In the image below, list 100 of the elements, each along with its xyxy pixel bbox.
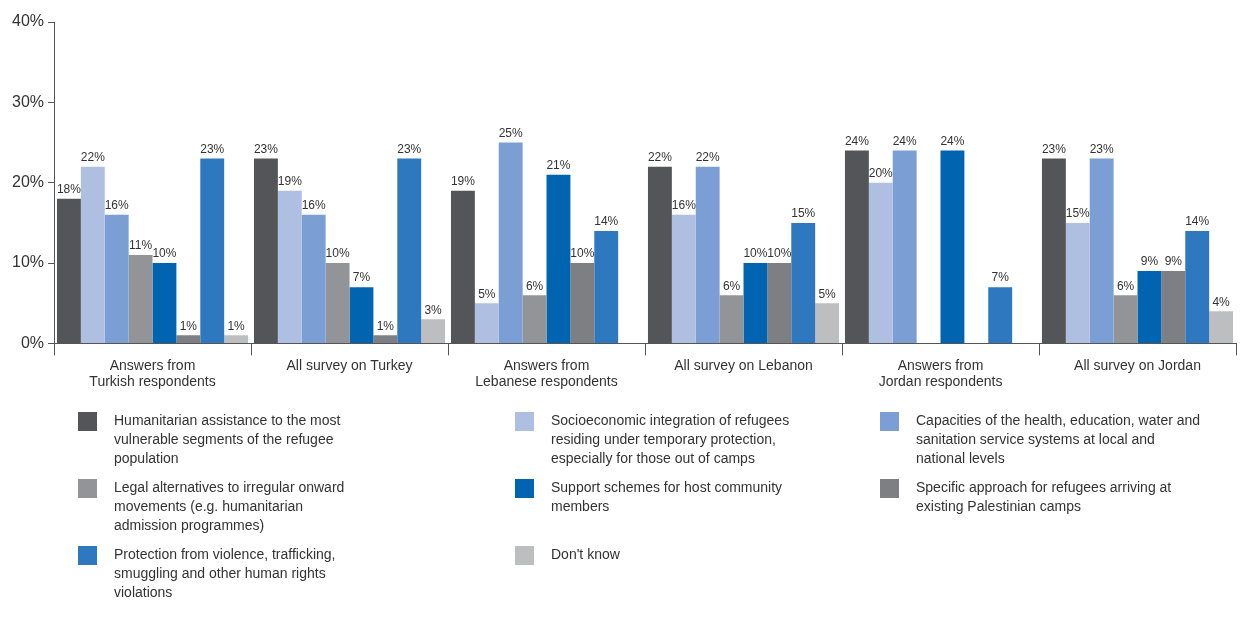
- data-label: 24%: [892, 133, 918, 148]
- bar: [397, 158, 422, 343]
- bar: [1089, 158, 1114, 343]
- data-label: 3%: [424, 302, 443, 317]
- data-label: 22%: [695, 149, 721, 164]
- data-label: 24%: [940, 133, 965, 148]
- legend-label: Capacities of the health, education, water and sanitation service systems at local and national levels: [916, 411, 1202, 468]
- bar: [1137, 271, 1162, 343]
- data-label: 18%: [56, 182, 82, 197]
- bar: [224, 335, 249, 343]
- bar: [791, 222, 816, 343]
- bar: [421, 319, 446, 343]
- data-label: 7%: [352, 270, 371, 285]
- data-label: 16%: [301, 198, 327, 213]
- legend-label: Humanitarian assistance to the most vulnerable segments of the refugee population: [114, 411, 342, 468]
- data-label: 19%: [277, 174, 303, 189]
- data-label: 22%: [80, 149, 106, 164]
- x-tick-label: Answers from Jordan respondents: [878, 356, 1003, 390]
- y-tick-label: 40%: [11, 12, 45, 30]
- data-label: 7%: [991, 270, 1010, 285]
- data-label: 19%: [450, 174, 476, 189]
- bar: [940, 150, 965, 343]
- bar: [277, 190, 302, 343]
- bar: [594, 230, 619, 343]
- y-tick-label: 30%: [11, 92, 45, 110]
- x-tick-label: All survey on Turkey: [286, 356, 413, 373]
- bar: [892, 150, 917, 343]
- data-label: 15%: [791, 206, 816, 221]
- data-label: 6%: [1116, 278, 1135, 293]
- bar: [815, 303, 840, 343]
- data-label: 11%: [129, 238, 153, 253]
- bar: [1185, 230, 1210, 343]
- data-label: 23%: [200, 141, 225, 156]
- bar: [349, 287, 374, 343]
- bar: [1113, 295, 1138, 343]
- bar: [200, 158, 225, 343]
- data-label: 5%: [818, 286, 837, 301]
- bar: [868, 182, 893, 343]
- data-label: 16%: [671, 198, 697, 213]
- data-label: 25%: [498, 125, 524, 140]
- y-tick-label: 0%: [20, 333, 45, 351]
- legend-label: Protection from violence, trafficking, smuggling and other human rights violations: [114, 545, 337, 602]
- bar: [719, 295, 744, 343]
- bar: [743, 263, 768, 343]
- data-label: 16%: [104, 198, 130, 213]
- bar: [301, 214, 326, 343]
- bar: [1065, 222, 1090, 343]
- legend-label: Specific approach for refugees arriving at existing Palestinian camps: [916, 478, 1173, 516]
- data-label: 21%: [546, 157, 571, 172]
- data-label: 6%: [525, 278, 544, 293]
- bar: [373, 335, 398, 343]
- legend-label: Support schemes for host community members: [551, 478, 784, 516]
- data-label: 23%: [1041, 141, 1067, 156]
- data-label: 23%: [1089, 141, 1115, 156]
- data-label: 5%: [478, 286, 496, 301]
- bar: [474, 303, 499, 343]
- data-label: 24%: [844, 133, 870, 148]
- data-label: 10%: [767, 246, 792, 261]
- data-label: 20%: [868, 166, 894, 181]
- data-label: 9%: [1140, 254, 1159, 269]
- data-label: 1%: [376, 318, 395, 333]
- x-tick-label: All survey on Jordan: [1074, 356, 1201, 373]
- bar: [1209, 311, 1234, 343]
- data-label: 9%: [1164, 254, 1183, 269]
- bar: [671, 214, 696, 343]
- bar: [152, 263, 177, 343]
- data-label: 10%: [743, 246, 768, 261]
- bar: [104, 214, 129, 343]
- bar: [128, 255, 153, 343]
- legend-label: Don't know: [551, 545, 620, 564]
- data-label: 23%: [397, 141, 422, 156]
- data-label: 22%: [647, 149, 673, 164]
- data-label: 15%: [1065, 206, 1091, 221]
- data-label: 4%: [1212, 294, 1231, 309]
- data-label: 10%: [152, 246, 177, 261]
- bar: [1161, 271, 1186, 343]
- bar: [325, 263, 350, 343]
- data-label: 1%: [227, 318, 246, 333]
- x-tick-label: Answers from Lebanese respondents: [475, 356, 618, 390]
- x-tick-label: All survey on Lebanon: [674, 356, 813, 373]
- x-tick-label: Answers from Turkish respondents: [89, 356, 216, 390]
- data-label: 23%: [253, 141, 279, 156]
- bar: [522, 295, 547, 343]
- data-label: 14%: [594, 214, 619, 229]
- y-tick-label: 10%: [11, 253, 45, 271]
- bar: [498, 142, 523, 343]
- data-label: 14%: [1185, 214, 1210, 229]
- y-tick-label: 20%: [11, 173, 45, 191]
- bar: [176, 335, 201, 343]
- data-label: 10%: [570, 246, 595, 261]
- legend-label: Socioeconomic integration of refugees residing under temporary protection, especially for those out of camps: [551, 411, 791, 468]
- data-label: 10%: [325, 246, 350, 261]
- data-label: 6%: [722, 278, 741, 293]
- data-label: 1%: [179, 318, 198, 333]
- bar: [695, 166, 720, 343]
- bar: [988, 287, 1013, 343]
- bar: [546, 174, 571, 343]
- legend-label: Legal alternatives to irregular onward movements (e.g. humanitarian admission programmes): [114, 478, 346, 535]
- bar: [767, 263, 792, 343]
- bar: [570, 263, 595, 343]
